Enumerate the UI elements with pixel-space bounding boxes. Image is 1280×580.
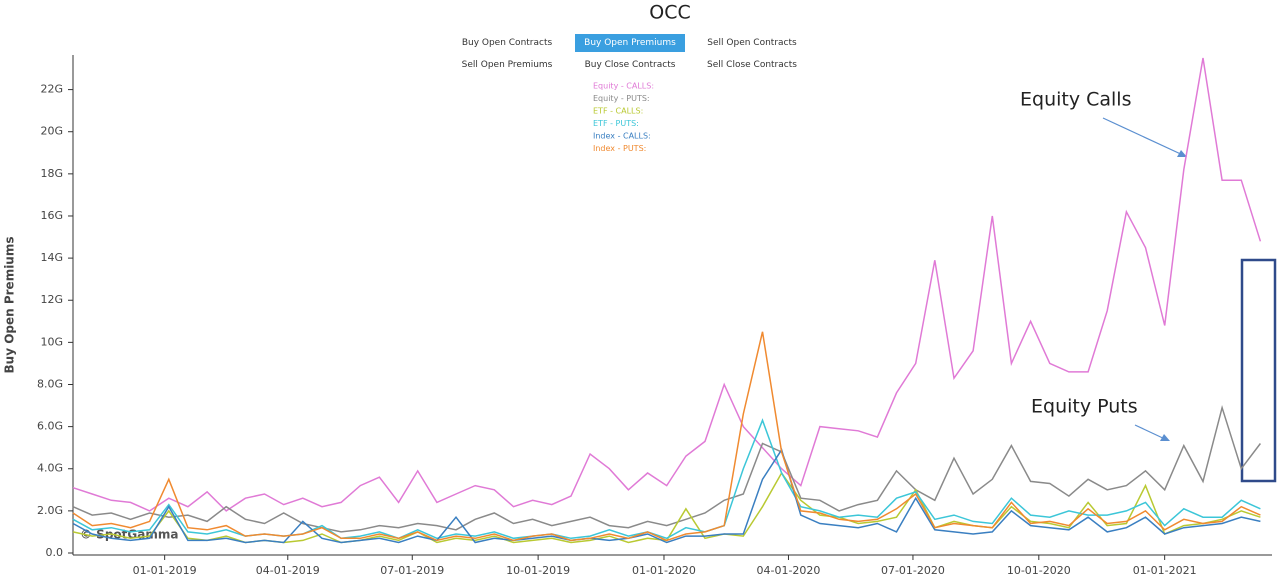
x-tick-label: 04-01-2020: [756, 564, 820, 577]
y-tick-label: 16G: [40, 209, 63, 222]
legend-entry: Index - PUTS:: [593, 144, 646, 153]
highlight-box: [1240, 258, 1277, 483]
x-tick-label: 07-01-2019: [380, 564, 444, 577]
arrow-head: [1160, 434, 1170, 441]
tab-button[interactable]: Sell Open Premiums: [461, 60, 553, 70]
legend-entry: Equity - PUTS:: [593, 94, 650, 103]
x-tick-label: 01-01-2020: [632, 564, 696, 577]
legend-entry: ETF - CALLS:: [593, 107, 643, 116]
tab-button[interactable]: Buy Close Contracts: [584, 60, 676, 70]
tab-button[interactable]: Buy Open Contracts: [461, 38, 553, 48]
y-tick-label: 18G: [40, 167, 63, 180]
x-tick-label: 10-01-2020: [1007, 564, 1071, 577]
y-tick-label: 6.0G: [37, 420, 63, 433]
x-tick-label: 01-01-2021: [1133, 564, 1197, 577]
x-tick-label: 07-01-2020: [881, 564, 945, 577]
tab-button[interactable]: Sell Close Contracts: [707, 60, 797, 70]
y-axis-label: Buy Open Premiums: [3, 237, 17, 374]
y-tick-label: 4.0G: [37, 462, 63, 475]
legend-entry: Index - CALLS:: [593, 132, 651, 141]
y-tick-label: 14G: [40, 251, 63, 264]
annotation-arrow: [1102, 117, 1186, 157]
annotation: Equity Calls: [1020, 89, 1132, 111]
y-tick-label: 8.0G: [37, 377, 63, 390]
y-tick-label: 0.0: [46, 546, 64, 559]
legend-entry: ETF - PUTS:: [593, 119, 639, 128]
series-line: [72, 448, 1261, 544]
y-tick-label: 2.0G: [37, 504, 63, 517]
chart-title: OCC: [649, 2, 691, 24]
series-line: [72, 404, 1261, 533]
annotation: Equity Puts: [1031, 396, 1138, 418]
x-tick-label: 04-01-2019: [256, 564, 320, 577]
arrow-head: [1177, 150, 1187, 157]
series-line: [72, 331, 1261, 542]
y-tick-label: 22G: [40, 83, 63, 96]
x-tick-label: 10-01-2019: [506, 564, 570, 577]
y-tick-label: 12G: [40, 293, 63, 306]
y-tick-label: 10G: [40, 335, 63, 348]
y-tick-label: 20G: [40, 125, 63, 138]
tab-button[interactable]: Buy Open Premiums: [575, 34, 685, 52]
x-tick-label: 01-01-2019: [133, 564, 197, 577]
legend-entry: Equity - CALLS:: [593, 82, 654, 91]
tab-button[interactable]: Sell Open Contracts: [707, 38, 797, 48]
annotation-arrow: [1134, 424, 1168, 441]
series-line: [72, 57, 1262, 512]
